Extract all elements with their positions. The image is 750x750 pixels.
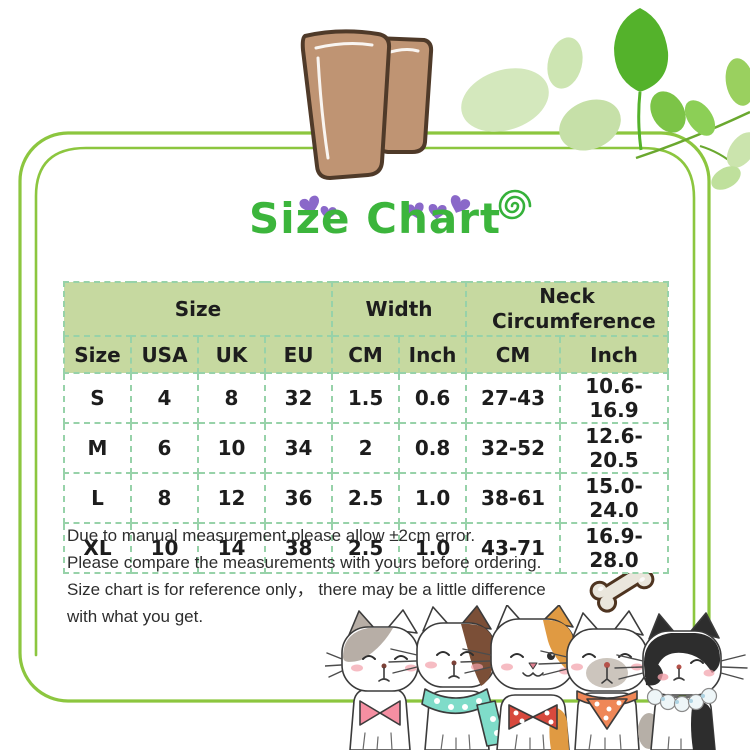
cell: 38-61 (465, 472, 562, 524)
col-header-uk: UK (197, 335, 266, 374)
cell: 15.0-24.0 (559, 472, 670, 524)
cell: 36 (263, 472, 334, 524)
blue-ruffle-collar-icon (646, 687, 718, 713)
note-line: Size chart is for reference only， there … (67, 580, 546, 599)
cell: 32 (263, 372, 334, 424)
cell: 14 (197, 522, 266, 574)
size-table: Size Width Neck Circumference Size USA U… (62, 281, 670, 574)
group-header-neck-label: Neck Circumference (492, 284, 656, 333)
cell: 32-52 (465, 422, 562, 474)
coral-bandana-icon (576, 690, 638, 730)
table-row-s: S 4 8 32 1.5 0.6 27-43 10.6-16.9 (63, 372, 670, 424)
green-spiral-icon (498, 189, 532, 220)
group-header-width: Width (331, 281, 468, 337)
red-polkadot-bow-icon (508, 704, 558, 730)
cat-gray-white (325, 609, 448, 750)
col-header-width-inch: Inch (398, 335, 468, 374)
cat-black-white (614, 612, 748, 750)
cell: 38 (263, 522, 334, 574)
col-header-neck-inch: Inch (559, 335, 670, 374)
cell: 16.9-28.0 (559, 522, 670, 574)
cell: 1.0 (398, 472, 468, 524)
page-title: Size Chart (248, 194, 502, 243)
whiskers (614, 654, 748, 680)
cell: 1.5 (331, 372, 401, 424)
cell: S (63, 372, 132, 424)
col-header-usa: USA (130, 335, 199, 374)
cell: 8 (197, 372, 266, 424)
cell: XL (63, 522, 132, 574)
note-line: Please compare the measurements with you… (67, 553, 542, 572)
cell: 1.0 (398, 522, 468, 574)
cat-gray-muzzle (538, 610, 676, 750)
table-row-xl: XL 10 14 38 2.5 1.0 43-71 16.9-28.0 (63, 522, 670, 574)
cell: 2 (331, 422, 401, 474)
cell: 6 (130, 422, 199, 474)
table-row-l: L 8 12 36 2.5 1.0 38-61 15.0-24.0 (63, 472, 670, 524)
cell: 10 (197, 422, 266, 474)
cell: 4 (130, 372, 199, 424)
purple-hearts-icon (299, 195, 471, 220)
cell: 8 (130, 472, 199, 524)
table-column-header-row: Size USA UK EU CM Inch CM Inch (63, 335, 670, 374)
note-line: Due to manual measurement,please allow ±… (67, 526, 476, 545)
pink-bowtie-icon (359, 700, 401, 726)
table-group-header-row: Size Width Neck Circumference (62, 281, 670, 337)
cell: 0.8 (398, 422, 468, 474)
col-header-width-cm: CM (331, 335, 401, 374)
cell: L (63, 472, 132, 524)
cell: 10.6-16.9 (559, 372, 670, 424)
cell: 2.5 (331, 472, 401, 524)
cell: 43-71 (465, 522, 562, 574)
leaves-decoration (461, 8, 750, 190)
table-row-m: M 6 10 34 2 0.8 32-52 12.6-20.5 (63, 422, 670, 474)
note-line: with what you get. (67, 607, 204, 626)
cell: 0.6 (398, 372, 468, 424)
cell: 10 (130, 522, 199, 574)
cell: 2.5 (331, 522, 401, 574)
measurement-notes: Due to manual measurement,please allow ±… (67, 522, 547, 630)
cell: 12.6-20.5 (559, 422, 670, 474)
cell: 34 (263, 422, 334, 474)
cell: M (63, 422, 132, 474)
col-header-eu: EU (263, 335, 334, 374)
col-header-size: Size (63, 335, 132, 374)
col-header-neck-cm: CM (465, 335, 562, 374)
cell: 27-43 (465, 372, 562, 424)
cell: 12 (197, 472, 266, 524)
clothespin-clip (300, 29, 434, 180)
group-header-size: Size (62, 281, 334, 337)
group-header-neck: Neck Circumference (465, 281, 670, 337)
five-cats-illustration (325, 605, 748, 750)
